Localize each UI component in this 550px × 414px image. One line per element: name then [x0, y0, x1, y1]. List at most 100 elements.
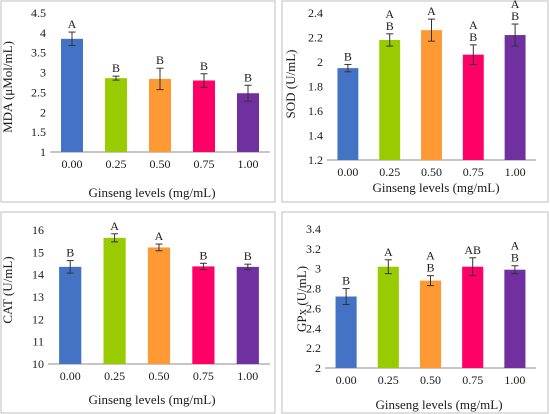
panel-cat-x-tick-label: 0.75	[193, 369, 214, 383]
panel-mda-y-axis-title: MDA (μMol/mL)	[0, 41, 15, 133]
panel-gpx-x-tick-label: 0.00	[336, 373, 357, 387]
panel-mda-significance-letter: B	[244, 70, 252, 84]
panel-cat: CAT (U/mL) Ginseng levels (mg/mL) 10 11 12…	[0, 211, 276, 414]
panel-gpx-significance-letter: AB	[464, 243, 481, 257]
panel-cat-significance-letter: B	[199, 248, 207, 262]
panel-sod-significance-letter: A	[469, 18, 478, 32]
panel-cat-y-tick-label: 15	[32, 245, 44, 259]
panel-cat-bar	[59, 266, 82, 364]
panel-sod-significance-letter: A	[385, 7, 394, 21]
panel-sod-y-tick-label: 1.6	[308, 104, 323, 118]
panel-cat-bar	[236, 266, 259, 364]
panel-cat-y-tick-label: 11	[32, 335, 44, 349]
panel-sod-x-axis-title: Ginseng levels (mg/mL)	[372, 180, 499, 195]
panel-cat-y-tick-label: 10	[32, 357, 44, 371]
panel-gpx-bar	[504, 269, 526, 368]
panel-sod-y-tick-label: 2.4	[308, 6, 323, 20]
panel-gpx-x-tick-label: 0.25	[378, 373, 399, 387]
panel-cat-x-tick-label: 0.25	[104, 369, 125, 383]
panel-sod-x-tick-label: 1.00	[505, 165, 526, 179]
panel-mda-y-tick-label: 1.5	[31, 125, 46, 139]
panel-gpx-y-tick-label: 2.8	[306, 282, 321, 296]
panel-gpx-y-tick-label: 2.4	[306, 321, 321, 335]
panel-sod-significance-letter: B	[386, 19, 394, 33]
panel-sod-significance-letter: B	[469, 30, 477, 44]
panel-gpx-y-tick-label: 2.2	[306, 341, 321, 355]
panel-mda-x-tick-label: 0.25	[106, 157, 127, 171]
panel-sod-significance-letter: A	[427, 4, 436, 18]
panel-gpx-x-tick-label: 0.50	[420, 373, 441, 387]
panel-sod-frame	[281, 0, 549, 203]
panel-cat-y-tick-label: 14	[32, 268, 44, 282]
panel-gpx-bar	[419, 280, 442, 368]
panel-gpx-bar	[335, 296, 357, 368]
panel-cat-x-tick-label: 1.00	[237, 369, 258, 383]
panel-sod-y-tick-label: 1.8	[308, 80, 323, 94]
panel-mda-y-tick-label: 2.5	[31, 85, 46, 99]
panel-cat-bar	[192, 266, 215, 364]
panel-cat-y-tick-label: 12	[32, 312, 44, 326]
panel-mda: MDA (μMol/mL) Ginseng levels (mg/mL) 1 1.…	[0, 0, 276, 203]
panel-gpx-y-tick-label: 3.2	[306, 242, 321, 256]
panel-gpx-significance-letter: B	[426, 261, 434, 275]
panel-mda-bar	[237, 93, 259, 152]
panel-gpx-significance-letter: B	[511, 251, 519, 265]
panel-mda-significance-letter: B	[156, 53, 164, 67]
panel-mda-bar	[61, 38, 83, 152]
panel-gpx-y-tick-label: 2.6	[306, 301, 321, 315]
panel-cat-bar	[147, 247, 171, 364]
panel-gpx-x-tick-label: 1.00	[504, 373, 525, 387]
panel-cat-significance-letter: A	[110, 219, 119, 233]
panel-cat-y-axis-title: CAT (U/mL)	[0, 256, 15, 323]
panel-mda-x-tick-label: 0.75	[194, 157, 215, 171]
panel-sod-significance-letter: A	[511, 0, 520, 11]
panel-gpx: GPx (U/mL) Ginseng levels (mg/mL) 2 2.2 2.…	[281, 211, 549, 414]
panel-cat-frame	[0, 211, 276, 414]
panel-sod-significance-letter: B	[344, 49, 352, 63]
panel-cat-x-axis-title: Ginseng levels (mg/mL)	[88, 392, 215, 407]
panel-sod-bar	[379, 39, 401, 161]
panel-sod-x-tick-label: 0.25	[379, 165, 400, 179]
panel-sod-y-tick-label: 2	[317, 55, 323, 69]
panel-gpx-y-tick-label: 2	[315, 361, 321, 375]
panel-mda-bar	[149, 78, 171, 152]
panel-sod-bar	[462, 54, 484, 160]
panel-mda-bar	[193, 80, 215, 152]
panel-gpx-frame	[281, 211, 549, 414]
panel-mda-significance-letter: B	[112, 61, 120, 75]
panel-gpx-x-axis-title: Ginseng levels (mg/mL)	[375, 397, 502, 412]
panel-cat-bar	[103, 237, 126, 364]
panel-mda-y-tick-label: 1	[40, 145, 46, 159]
panel-sod-y-tick-label: 1.4	[308, 129, 323, 143]
panel-mda-x-axis-title: Ginseng levels (mg/mL)	[88, 185, 215, 200]
panel-mda-y-tick-label: 2	[40, 105, 46, 119]
panel-sod: SOD (U/mL) Ginseng levels (mg/mL) 1.2 1.4…	[281, 0, 549, 203]
panel-gpx-significance-letter: A	[384, 245, 393, 259]
panel-gpx-bar	[377, 266, 399, 368]
panel-sod-y-tick-label: 1.2	[308, 153, 323, 167]
panel-cat-significance-letter: B	[244, 249, 252, 263]
panel-mda-frame	[0, 0, 276, 203]
panel-cat-y-tick-label: 13	[32, 290, 44, 304]
panel-cat-x-tick-label: 0.00	[60, 369, 81, 383]
panel-mda-significance-letter: B	[200, 59, 208, 73]
panel-sod-y-tick-label: 2.2	[308, 31, 323, 45]
panel-cat-x-tick-label: 0.50	[149, 369, 170, 383]
panel-gpx-significance-letter: A	[426, 249, 435, 263]
panel-gpx-y-tick-label: 3	[315, 262, 321, 276]
panel-gpx-y-axis-title: GPx (U/mL)	[294, 266, 309, 332]
panel-mda-x-tick-label: 0.50	[150, 157, 171, 171]
panel-gpx-significance-letter: B	[342, 274, 350, 288]
panel-sod-x-tick-label: 0.75	[463, 165, 484, 179]
panel-sod-bar	[421, 30, 442, 161]
panel-sod-significance-letter: B	[511, 9, 519, 23]
panel-sod-bar	[504, 35, 526, 160]
panel-gpx-y-tick-label: 3.4	[306, 222, 321, 236]
panel-mda-y-tick-label: 4	[40, 26, 46, 40]
panel-gpx-x-tick-label: 0.75	[462, 373, 483, 387]
panel-sod-y-axis-title: SOD (U/mL)	[283, 50, 298, 119]
panel-sod-x-tick-label: 0.50	[421, 165, 442, 179]
panel-gpx-bar	[462, 266, 484, 368]
panel-mda-x-tick-label: 1.00	[238, 157, 259, 171]
